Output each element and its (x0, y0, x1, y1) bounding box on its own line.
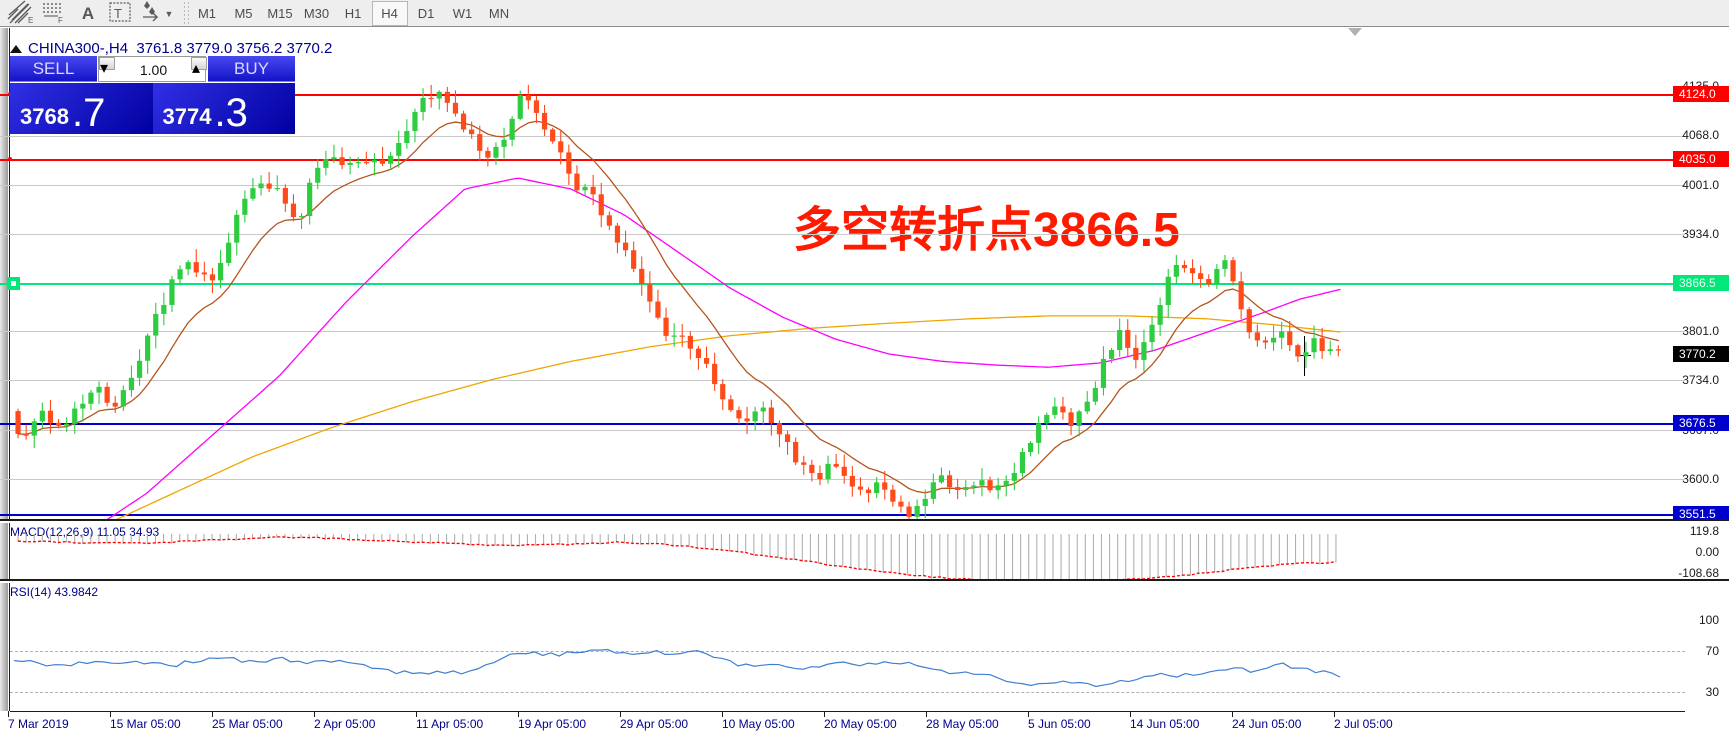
svg-text:T: T (114, 6, 122, 21)
svg-text:F: F (58, 16, 63, 25)
svg-text:E: E (28, 16, 33, 25)
